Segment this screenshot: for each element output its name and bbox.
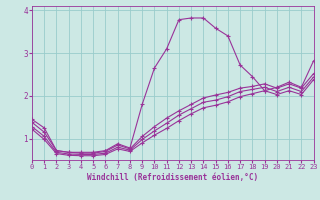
X-axis label: Windchill (Refroidissement éolien,°C): Windchill (Refroidissement éolien,°C) (87, 173, 258, 182)
